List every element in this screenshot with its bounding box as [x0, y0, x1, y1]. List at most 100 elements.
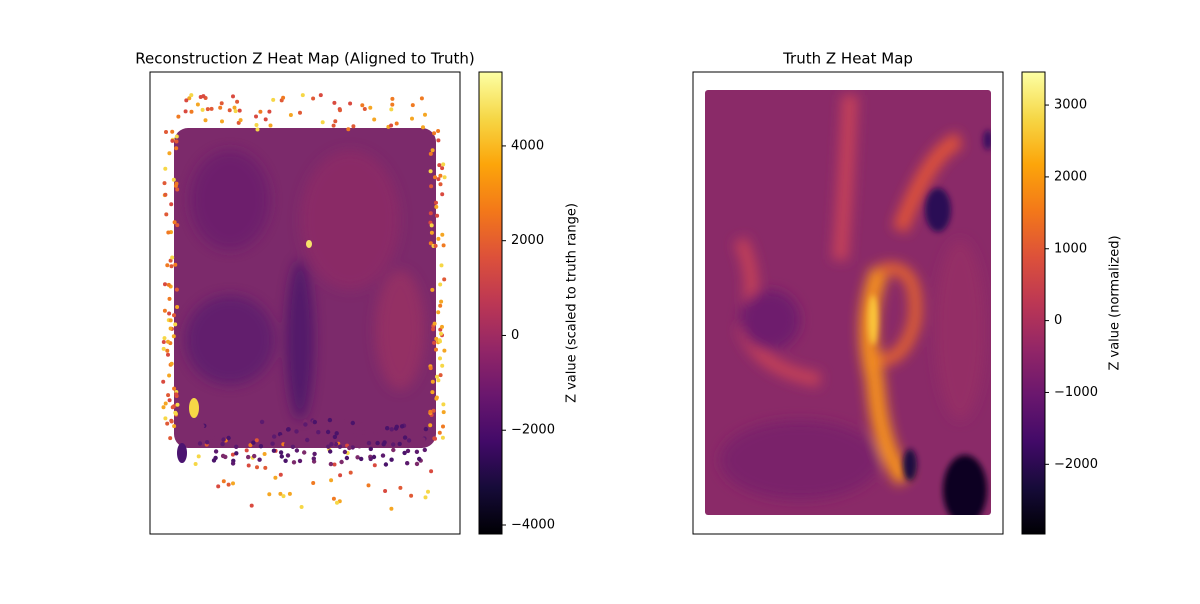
scatter-dot — [442, 277, 447, 282]
scatter-dot — [441, 410, 446, 415]
scatter-dot — [167, 151, 172, 156]
scatter-dot — [209, 439, 214, 444]
scatter-dot — [437, 163, 442, 168]
scatter-dot — [298, 110, 302, 115]
scatter-dot — [434, 347, 438, 352]
scatter-dot — [170, 255, 175, 260]
scatter-dot — [167, 398, 172, 403]
scatter-dot — [238, 118, 243, 123]
scatter-dot — [231, 481, 235, 486]
scatter-dot — [171, 334, 176, 339]
scatter-dot — [312, 427, 317, 432]
scatter-dot — [219, 101, 224, 106]
scatter-dot — [350, 445, 355, 450]
scatter-dot — [436, 138, 441, 143]
scatter-dot — [440, 166, 445, 171]
scatter-dot — [441, 424, 445, 429]
scatter-dot — [333, 119, 338, 124]
scatter-dot — [244, 448, 249, 453]
scatter-dot — [434, 200, 438, 205]
scatter-dot — [339, 459, 344, 465]
colorbar-tick-label: 2000 — [1054, 169, 1087, 184]
scatter-dot — [166, 230, 171, 235]
scatter-dot — [234, 444, 239, 449]
scatter-dot — [165, 421, 170, 426]
colorbar-label: Z value (normalized) — [1108, 235, 1123, 370]
scatter-dot — [187, 96, 192, 101]
scatter-dot — [389, 123, 394, 128]
scatter-dot — [332, 100, 337, 105]
scatter-dot — [174, 134, 179, 139]
scatter-dot — [221, 479, 226, 484]
scatter-dot — [439, 331, 443, 336]
scatter-dot — [165, 348, 170, 353]
scatter-dot — [227, 108, 232, 113]
scatter-dot — [421, 125, 425, 130]
scatter-dot — [279, 435, 284, 440]
scatter-dot — [163, 166, 168, 171]
scatter-dot — [278, 491, 283, 496]
colorbar — [478, 71, 503, 535]
scatter-dot — [281, 494, 286, 499]
scatter-dot — [287, 491, 292, 496]
scatter-dot — [442, 348, 447, 353]
scatter-dot — [221, 437, 226, 442]
chart-title: Reconstruction Z Heat Map (Aligned to Tr… — [135, 50, 475, 68]
scatter-dot — [271, 97, 276, 102]
scatter-dot — [183, 109, 188, 114]
scatter-dot — [442, 175, 447, 180]
scatter-dot — [355, 455, 360, 460]
scatter-dot — [267, 492, 272, 497]
scatter-dot — [375, 440, 380, 446]
scatter-dot — [342, 449, 348, 455]
scatter-dot — [394, 424, 399, 429]
scatter-dot — [257, 457, 262, 462]
scatter-dot — [278, 450, 284, 455]
scatter-dot — [162, 181, 167, 186]
scatter-dot — [169, 264, 174, 269]
scatter-dot — [325, 429, 331, 435]
scatter-dot — [294, 448, 300, 453]
scatter-dot — [254, 438, 259, 443]
scatter-dot — [254, 114, 258, 119]
scatter-dot — [327, 417, 333, 423]
scatter-dot — [438, 373, 443, 378]
scatter-dot — [433, 175, 437, 180]
scatter-dot — [403, 427, 409, 433]
scatter-dot — [167, 373, 172, 378]
scatter-dot — [362, 107, 367, 111]
scatter-dot — [432, 131, 437, 136]
scatter-dot — [170, 405, 175, 410]
scatter-dot — [216, 484, 221, 489]
scatter-dot — [344, 418, 349, 423]
scatter-dot — [410, 116, 414, 121]
scatter-dot — [290, 444, 296, 449]
scatter-dot — [200, 423, 205, 429]
scatter-dot — [273, 475, 278, 480]
scatter-dot — [172, 386, 177, 391]
scatter-dot — [433, 436, 437, 441]
scatter-dot — [291, 460, 297, 465]
scatter-dot — [161, 340, 166, 344]
axes-frame — [692, 71, 1004, 535]
scatter-dot — [312, 451, 317, 457]
scatter-dot — [272, 434, 277, 439]
scatter-dot — [174, 287, 179, 292]
scatter-dot — [397, 441, 402, 447]
scatter-dot — [168, 318, 173, 323]
scatter-dot — [351, 124, 356, 129]
scatter-dot — [205, 107, 210, 112]
scatter-dot — [268, 123, 273, 128]
scatter-dot — [344, 455, 350, 461]
scatter-dot — [360, 103, 365, 108]
heatmap-image — [705, 90, 991, 515]
scatter-dot — [372, 117, 377, 122]
scatter-dot — [220, 119, 224, 124]
scatter-dot — [302, 450, 307, 455]
scatter-dot — [172, 220, 177, 225]
scatter-dot — [391, 447, 396, 453]
scatter-dot — [368, 446, 373, 452]
scatter-dot — [246, 463, 251, 468]
scatter-dot — [438, 282, 443, 287]
scatter-dot — [352, 433, 357, 438]
